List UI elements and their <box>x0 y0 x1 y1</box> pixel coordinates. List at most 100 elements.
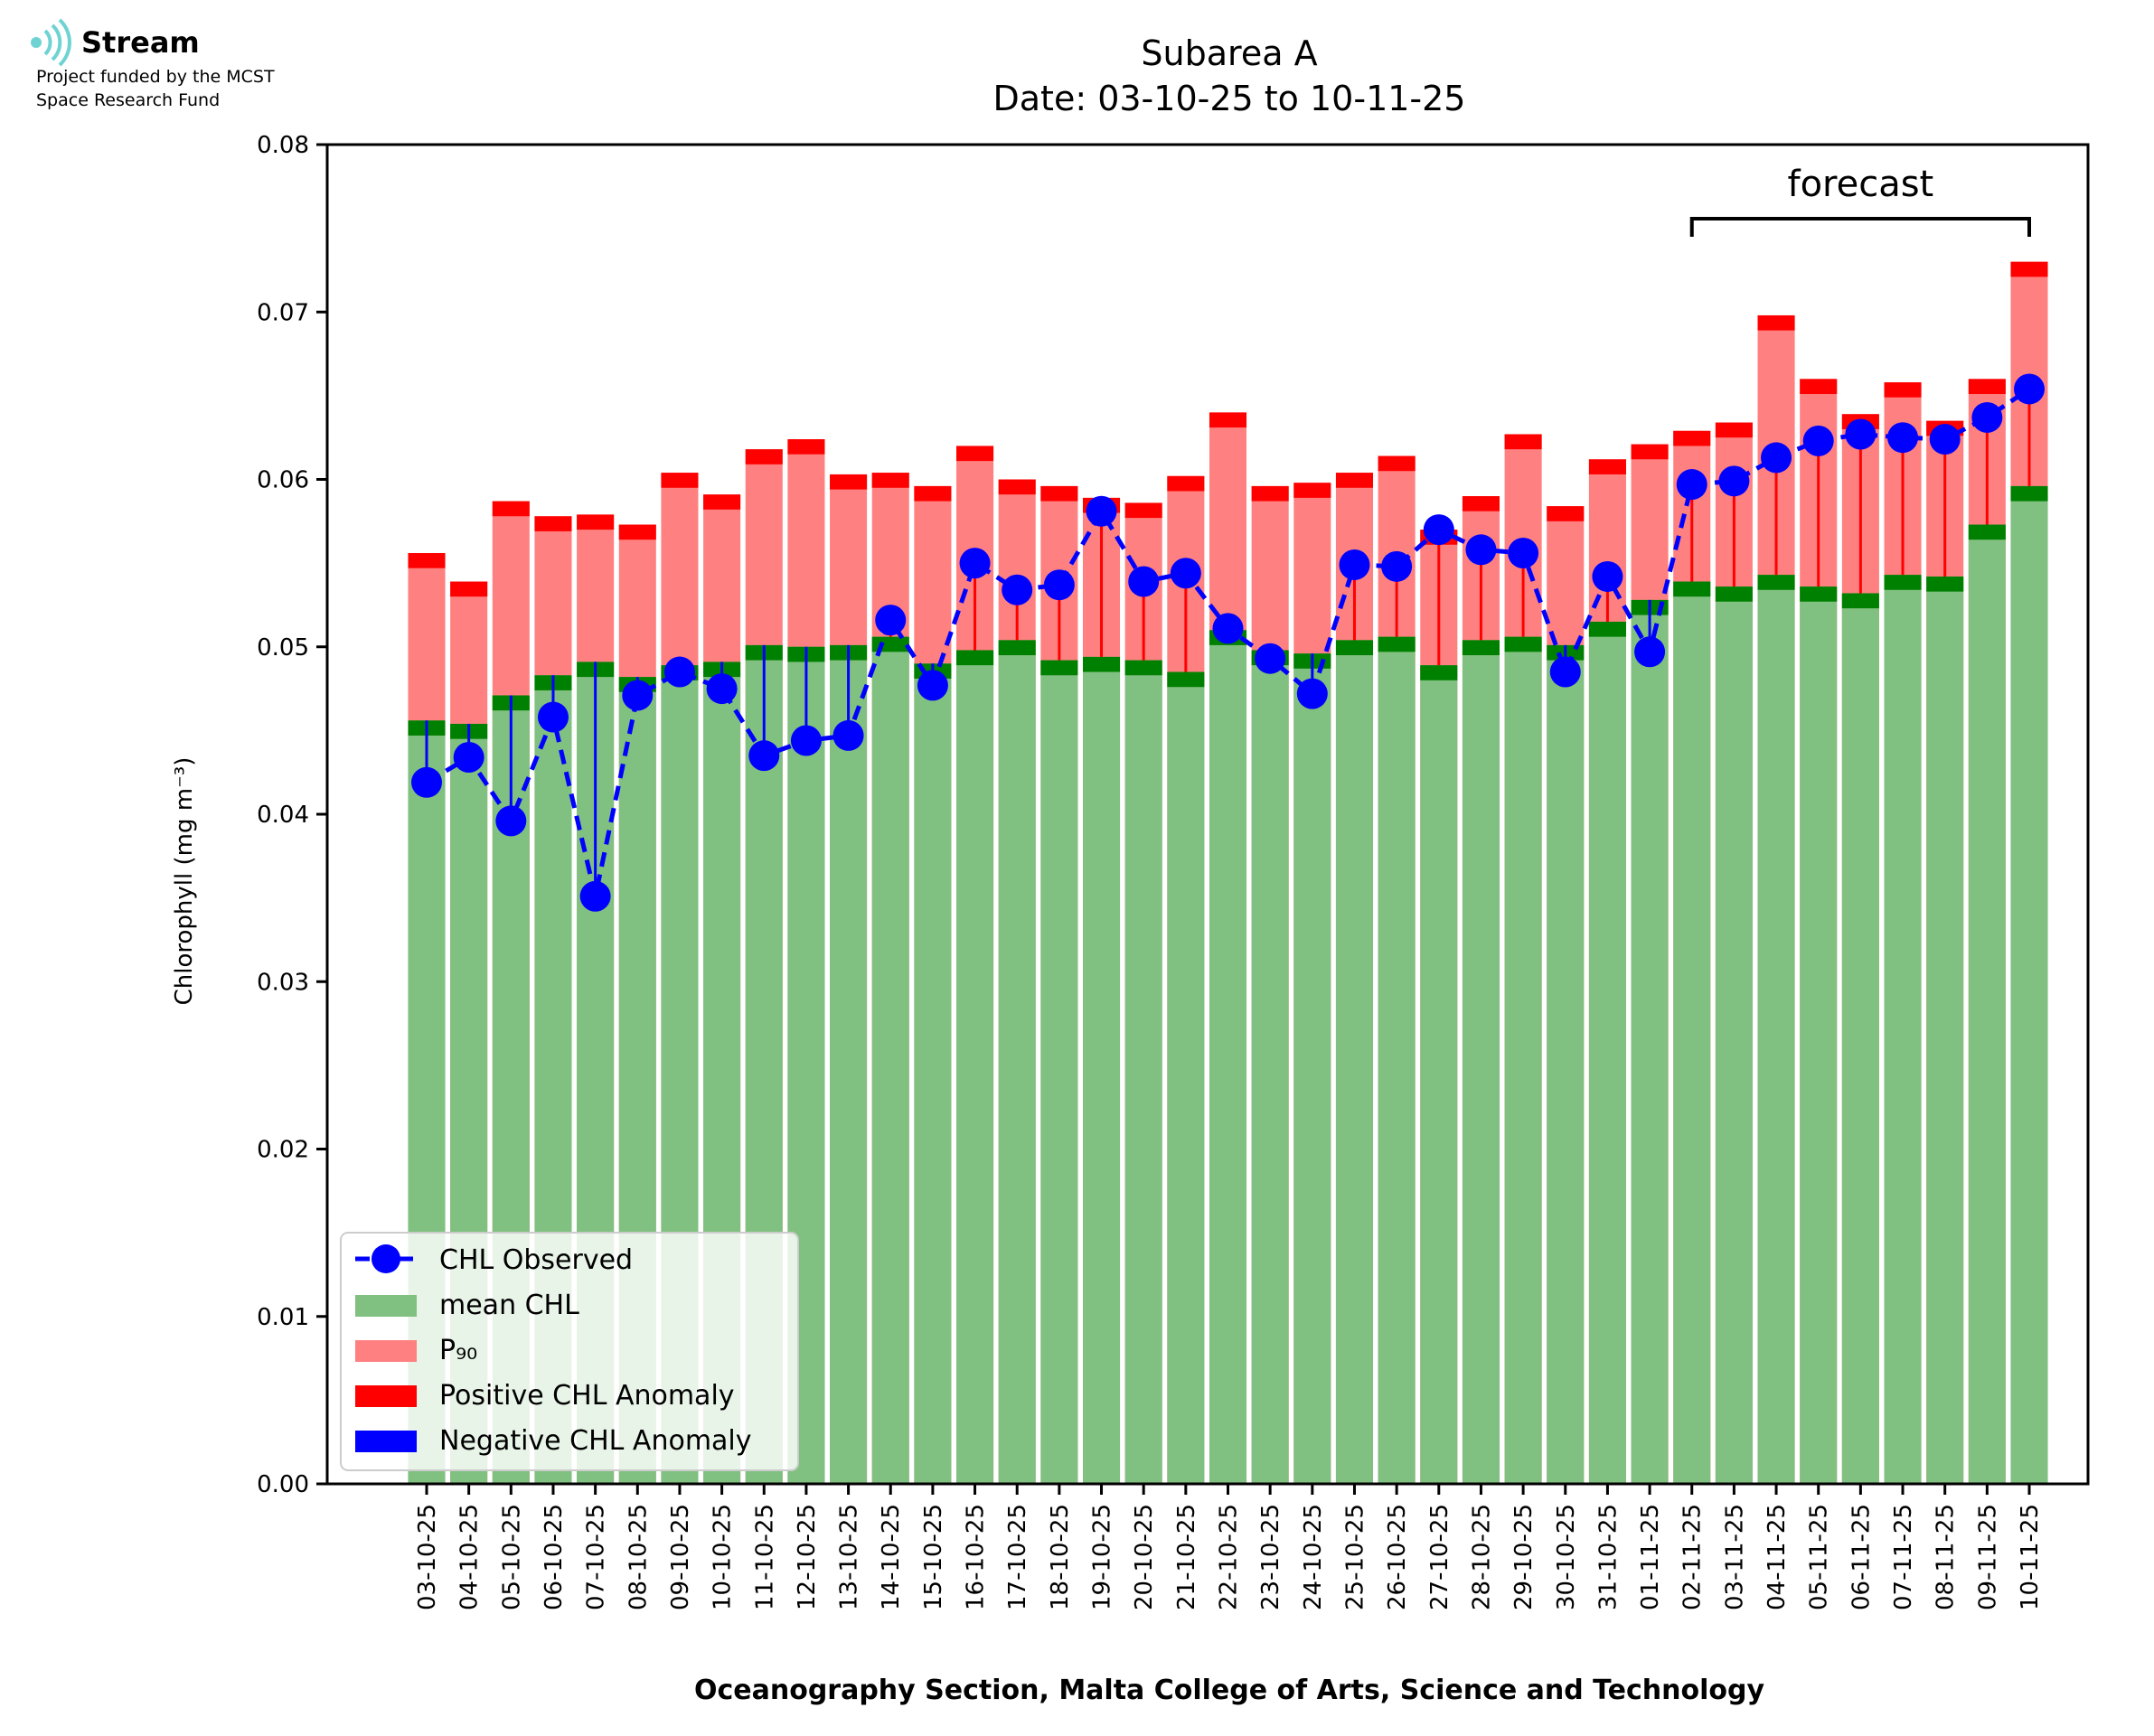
x-tick-label: 01-11-25 <box>1637 1504 1664 1610</box>
p90-cap <box>2010 261 2048 277</box>
observed-point <box>1255 643 1286 674</box>
x-tick-label: 10-10-25 <box>710 1504 737 1610</box>
x-tick-label: 27-10-25 <box>1426 1504 1453 1610</box>
mean-cap <box>1968 524 2006 540</box>
mean-cap <box>1841 593 1879 609</box>
p90-cap <box>1251 485 1289 502</box>
mean-bar <box>2010 485 2048 1485</box>
observed-point <box>959 548 991 579</box>
observed-point <box>1212 613 1244 644</box>
y-tick-label: 0.05 <box>257 634 309 662</box>
mean-bar <box>1040 660 1078 1484</box>
x-tick-label: 04-11-25 <box>1764 1504 1791 1610</box>
observed-point <box>495 805 527 837</box>
p90-cap <box>1378 455 1416 472</box>
mean-cap <box>1926 576 1964 592</box>
x-tick-label: 29-10-25 <box>1510 1504 1538 1610</box>
mean-bar <box>830 644 868 1484</box>
legend-item-positive-anomaly: Positive CHL Anomaly <box>355 1380 735 1412</box>
observed-point <box>1802 425 1834 456</box>
x-tick-label: 06-11-25 <box>1848 1504 1875 1610</box>
y-axis-label: Chlorophyll (mg m⁻³) <box>171 757 198 1006</box>
legend-label-p90: P₉₀ <box>439 1335 477 1366</box>
x-tick-label: 07-10-25 <box>583 1504 610 1610</box>
p90-cap <box>871 473 909 488</box>
logo-name: Stream <box>81 25 200 60</box>
mean-bar <box>1547 644 1585 1484</box>
mean-cap <box>1378 636 1416 652</box>
observed-point <box>1381 550 1413 582</box>
mean-bar <box>1884 575 1922 1484</box>
mean-bar <box>1800 586 1838 1484</box>
y-axis: 0.00 0.01 0.02 0.03 0.04 0.05 0.06 0.07 0.08 <box>257 132 327 1498</box>
x-tick-label: 05-10-25 <box>498 1504 525 1610</box>
observed-point <box>706 673 738 705</box>
x-tick-label: 24-10-25 <box>1300 1504 1327 1610</box>
x-tick-label: 13-10-25 <box>836 1504 863 1610</box>
p90-cap <box>998 479 1036 495</box>
observed-point <box>1339 549 1370 580</box>
observed-point <box>1549 656 1581 688</box>
x-tick-label: 14-10-25 <box>878 1504 905 1610</box>
x-tick-label: 19-10-25 <box>1089 1504 1116 1610</box>
mean-cap <box>1884 575 1922 590</box>
observed-point <box>748 740 780 772</box>
x-tick-label: 20-10-25 <box>1131 1504 1158 1610</box>
y-tick-label: 0.00 <box>257 1471 309 1498</box>
x-tick-label: 16-10-25 <box>963 1504 990 1610</box>
p90-cap <box>1631 444 1669 460</box>
mean-bar <box>1631 599 1669 1484</box>
signal-icon <box>31 18 71 67</box>
p90-cap <box>492 501 530 517</box>
y-tick-label: 0.02 <box>257 1137 309 1164</box>
mean-cap <box>1588 621 1626 637</box>
y-tick-label: 0.04 <box>257 802 309 829</box>
x-tick-label: 10-11-25 <box>2017 1504 2044 1610</box>
p90-cap <box>1124 502 1162 519</box>
observed-point <box>2014 373 2045 405</box>
x-tick-label: 21-10-25 <box>1173 1504 1200 1610</box>
observed-point <box>1043 569 1075 601</box>
x-tick-label: 23-10-25 <box>1257 1504 1284 1610</box>
p90-cap <box>450 581 488 597</box>
mean-bar <box>871 636 909 1484</box>
mean-cap <box>1040 660 1078 676</box>
p90-cap <box>1209 412 1247 428</box>
mean-cap <box>1504 636 1542 652</box>
observed-point <box>1676 469 1707 501</box>
mean-cap <box>956 650 994 666</box>
observed-point <box>1128 566 1160 597</box>
p90-cap <box>1800 379 1838 395</box>
y-tick-label: 0.08 <box>257 132 309 159</box>
observed-point <box>579 880 611 912</box>
mean-cap <box>998 640 1036 656</box>
mean-bar <box>1926 576 1964 1484</box>
x-tick-label: 09-11-25 <box>1974 1504 2001 1610</box>
mean-bar <box>1757 575 1795 1484</box>
p90-cap <box>1335 473 1374 488</box>
observed-point <box>1508 538 1539 569</box>
y-tick-label: 0.06 <box>257 467 309 494</box>
x-tick-label: 11-10-25 <box>751 1504 778 1610</box>
x-tick-label: 02-11-25 <box>1679 1504 1707 1610</box>
x-tick-label: 07-11-25 <box>1890 1504 1917 1610</box>
forecast-label: forecast <box>1787 164 1933 205</box>
observed-point <box>790 725 822 756</box>
legend-label-positive-anomaly: Positive CHL Anomaly <box>439 1380 735 1412</box>
x-tick-label: 09-10-25 <box>667 1504 694 1610</box>
forecast-bracket-line <box>1689 217 2031 237</box>
logo-tagline-line1: Project funded by the MCST <box>36 67 275 87</box>
observed-point <box>1592 560 1623 592</box>
chart-subtitle: Date: 03-10-25 to 10-11-25 <box>993 79 1466 118</box>
legend-label-mean: mean CHL <box>439 1290 579 1321</box>
x-tick-label: 25-10-25 <box>1341 1504 1369 1610</box>
observed-point <box>1887 422 1919 454</box>
mean-bar <box>1420 665 1458 1484</box>
p90-cap <box>1040 485 1078 502</box>
p90-cap <box>956 446 994 462</box>
legend-item-observed: CHL Observed <box>355 1244 633 1276</box>
p90-cap <box>914 485 952 502</box>
x-tick-label: 03-10-25 <box>414 1504 441 1610</box>
mean-cap <box>1082 656 1121 672</box>
